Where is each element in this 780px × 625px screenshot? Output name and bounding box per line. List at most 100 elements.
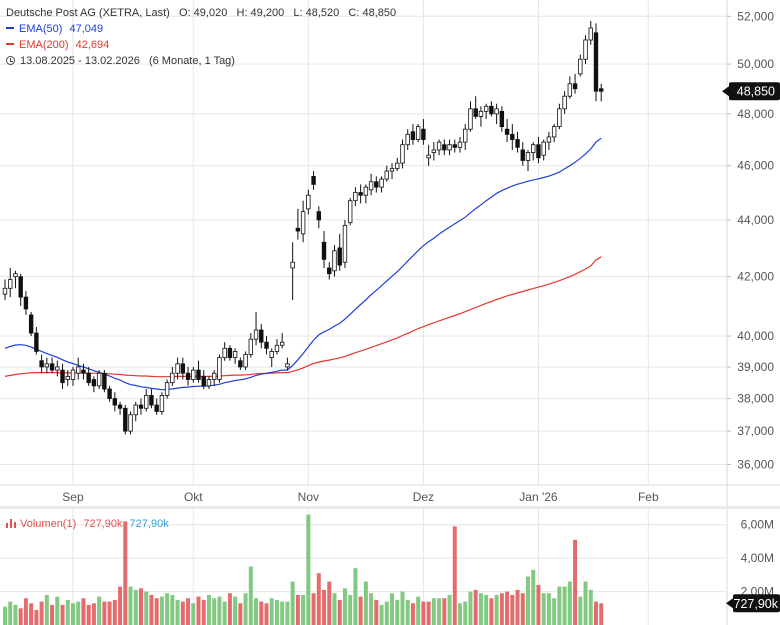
candle: [159, 392, 165, 415]
volume-bar: [458, 603, 463, 625]
candle: [557, 103, 562, 130]
candle: [154, 398, 159, 415]
candle-body: [510, 133, 515, 140]
volume-bar: [390, 593, 395, 625]
candle-body: [405, 133, 410, 146]
candle-body: [65, 375, 70, 380]
volume-bar: [3, 606, 7, 625]
candle-body: [421, 128, 426, 140]
volume-bar: [301, 594, 306, 625]
candle: [379, 176, 384, 193]
volume-bar: [13, 604, 18, 625]
candle-body: [112, 398, 118, 406]
candle: [18, 273, 23, 306]
candle-body: [468, 108, 473, 130]
volume-bar: [55, 596, 60, 625]
volume-bar: [379, 604, 384, 625]
last-volume-label: 727,90k: [734, 597, 779, 611]
candle: [248, 333, 254, 358]
volume-bar: [541, 593, 546, 625]
candle: [34, 326, 39, 355]
volume-bar: [599, 603, 604, 625]
candle: [144, 389, 149, 412]
candle-body: [81, 369, 86, 374]
volume-bar: [437, 598, 442, 625]
ema50-series: [4, 137, 602, 391]
volume-bar: [400, 591, 405, 625]
candle: [599, 83, 604, 102]
time-tick-label: Okt: [184, 490, 203, 504]
legend-volume[interactable]: Volumen(1) 727,90k 727,90k: [6, 517, 169, 531]
volume-bar: [191, 603, 196, 625]
volume-bar: [583, 581, 588, 625]
candle: [463, 124, 468, 150]
volume-bar: [311, 593, 316, 625]
legend-range[interactable]: 13.08.2025 - 13.02.2026 (6 Monate, 1 Tag…: [6, 54, 235, 68]
volume-bar: [76, 601, 81, 625]
candle: [170, 366, 175, 386]
candle: [279, 333, 285, 349]
candle: [306, 189, 311, 215]
volume-bar: [165, 593, 170, 625]
volume-bar: [332, 593, 337, 625]
candle-body: [2, 287, 8, 295]
candle-body: [295, 227, 301, 232]
candle: [494, 103, 499, 125]
candle-body: [562, 95, 567, 110]
last-volume-tag: [733, 594, 780, 613]
volume-bar: [536, 584, 541, 625]
volume-bar: [573, 539, 578, 625]
legend-ema200[interactable]: EMA(200) 42,694: [6, 38, 109, 52]
legend-ema50[interactable]: EMA(50) 47,049: [6, 22, 103, 36]
candle-body: [452, 144, 457, 148]
instrument-title: Deutsche Post AG (XETRA, Last): [6, 7, 170, 19]
candle-body: [49, 363, 55, 371]
candle: [76, 357, 81, 380]
candle: [180, 357, 186, 380]
candle-body: [8, 279, 13, 289]
candle: [222, 342, 227, 361]
volume-bar: [452, 526, 457, 625]
volume-bar: [186, 598, 191, 625]
volume-bar: [557, 586, 562, 625]
ema200-label: EMA(200): [19, 39, 69, 51]
candle-body: [400, 144, 405, 164]
candle: [264, 336, 269, 355]
last-price-tag-pointer: [722, 86, 729, 97]
candle: [133, 401, 138, 422]
candle: [300, 200, 306, 243]
candle: [583, 35, 588, 65]
volume-bar: [353, 568, 358, 625]
candle: [525, 149, 531, 172]
volume-bar: [23, 598, 28, 625]
candle-body: [525, 152, 531, 161]
volume-bar: [233, 596, 238, 625]
candle: [562, 91, 567, 114]
candle-body: [76, 366, 81, 374]
candle-body: [499, 110, 505, 128]
candle: [311, 171, 316, 190]
candle-body: [290, 261, 295, 269]
candle: [358, 184, 363, 204]
candle-body: [426, 154, 431, 159]
candle-body: [463, 128, 468, 143]
candle-body: [185, 372, 191, 380]
candle-body: [478, 110, 484, 117]
candle-body: [264, 341, 269, 349]
candle-body: [311, 175, 316, 185]
candle-body: [483, 105, 489, 112]
ema200-swatch: [6, 43, 14, 46]
volume-bar: [484, 594, 489, 625]
candle-body: [39, 360, 44, 368]
candle-body: [232, 351, 238, 359]
volume-bar: [274, 599, 279, 625]
candle: [572, 73, 578, 94]
candle: [473, 96, 478, 119]
candle: [332, 245, 337, 277]
price-tick-label: 42,000: [737, 270, 774, 284]
candle-body: [447, 144, 452, 151]
volume-bar: [546, 593, 551, 625]
volume-bar: [65, 599, 70, 625]
candle: [551, 124, 557, 143]
